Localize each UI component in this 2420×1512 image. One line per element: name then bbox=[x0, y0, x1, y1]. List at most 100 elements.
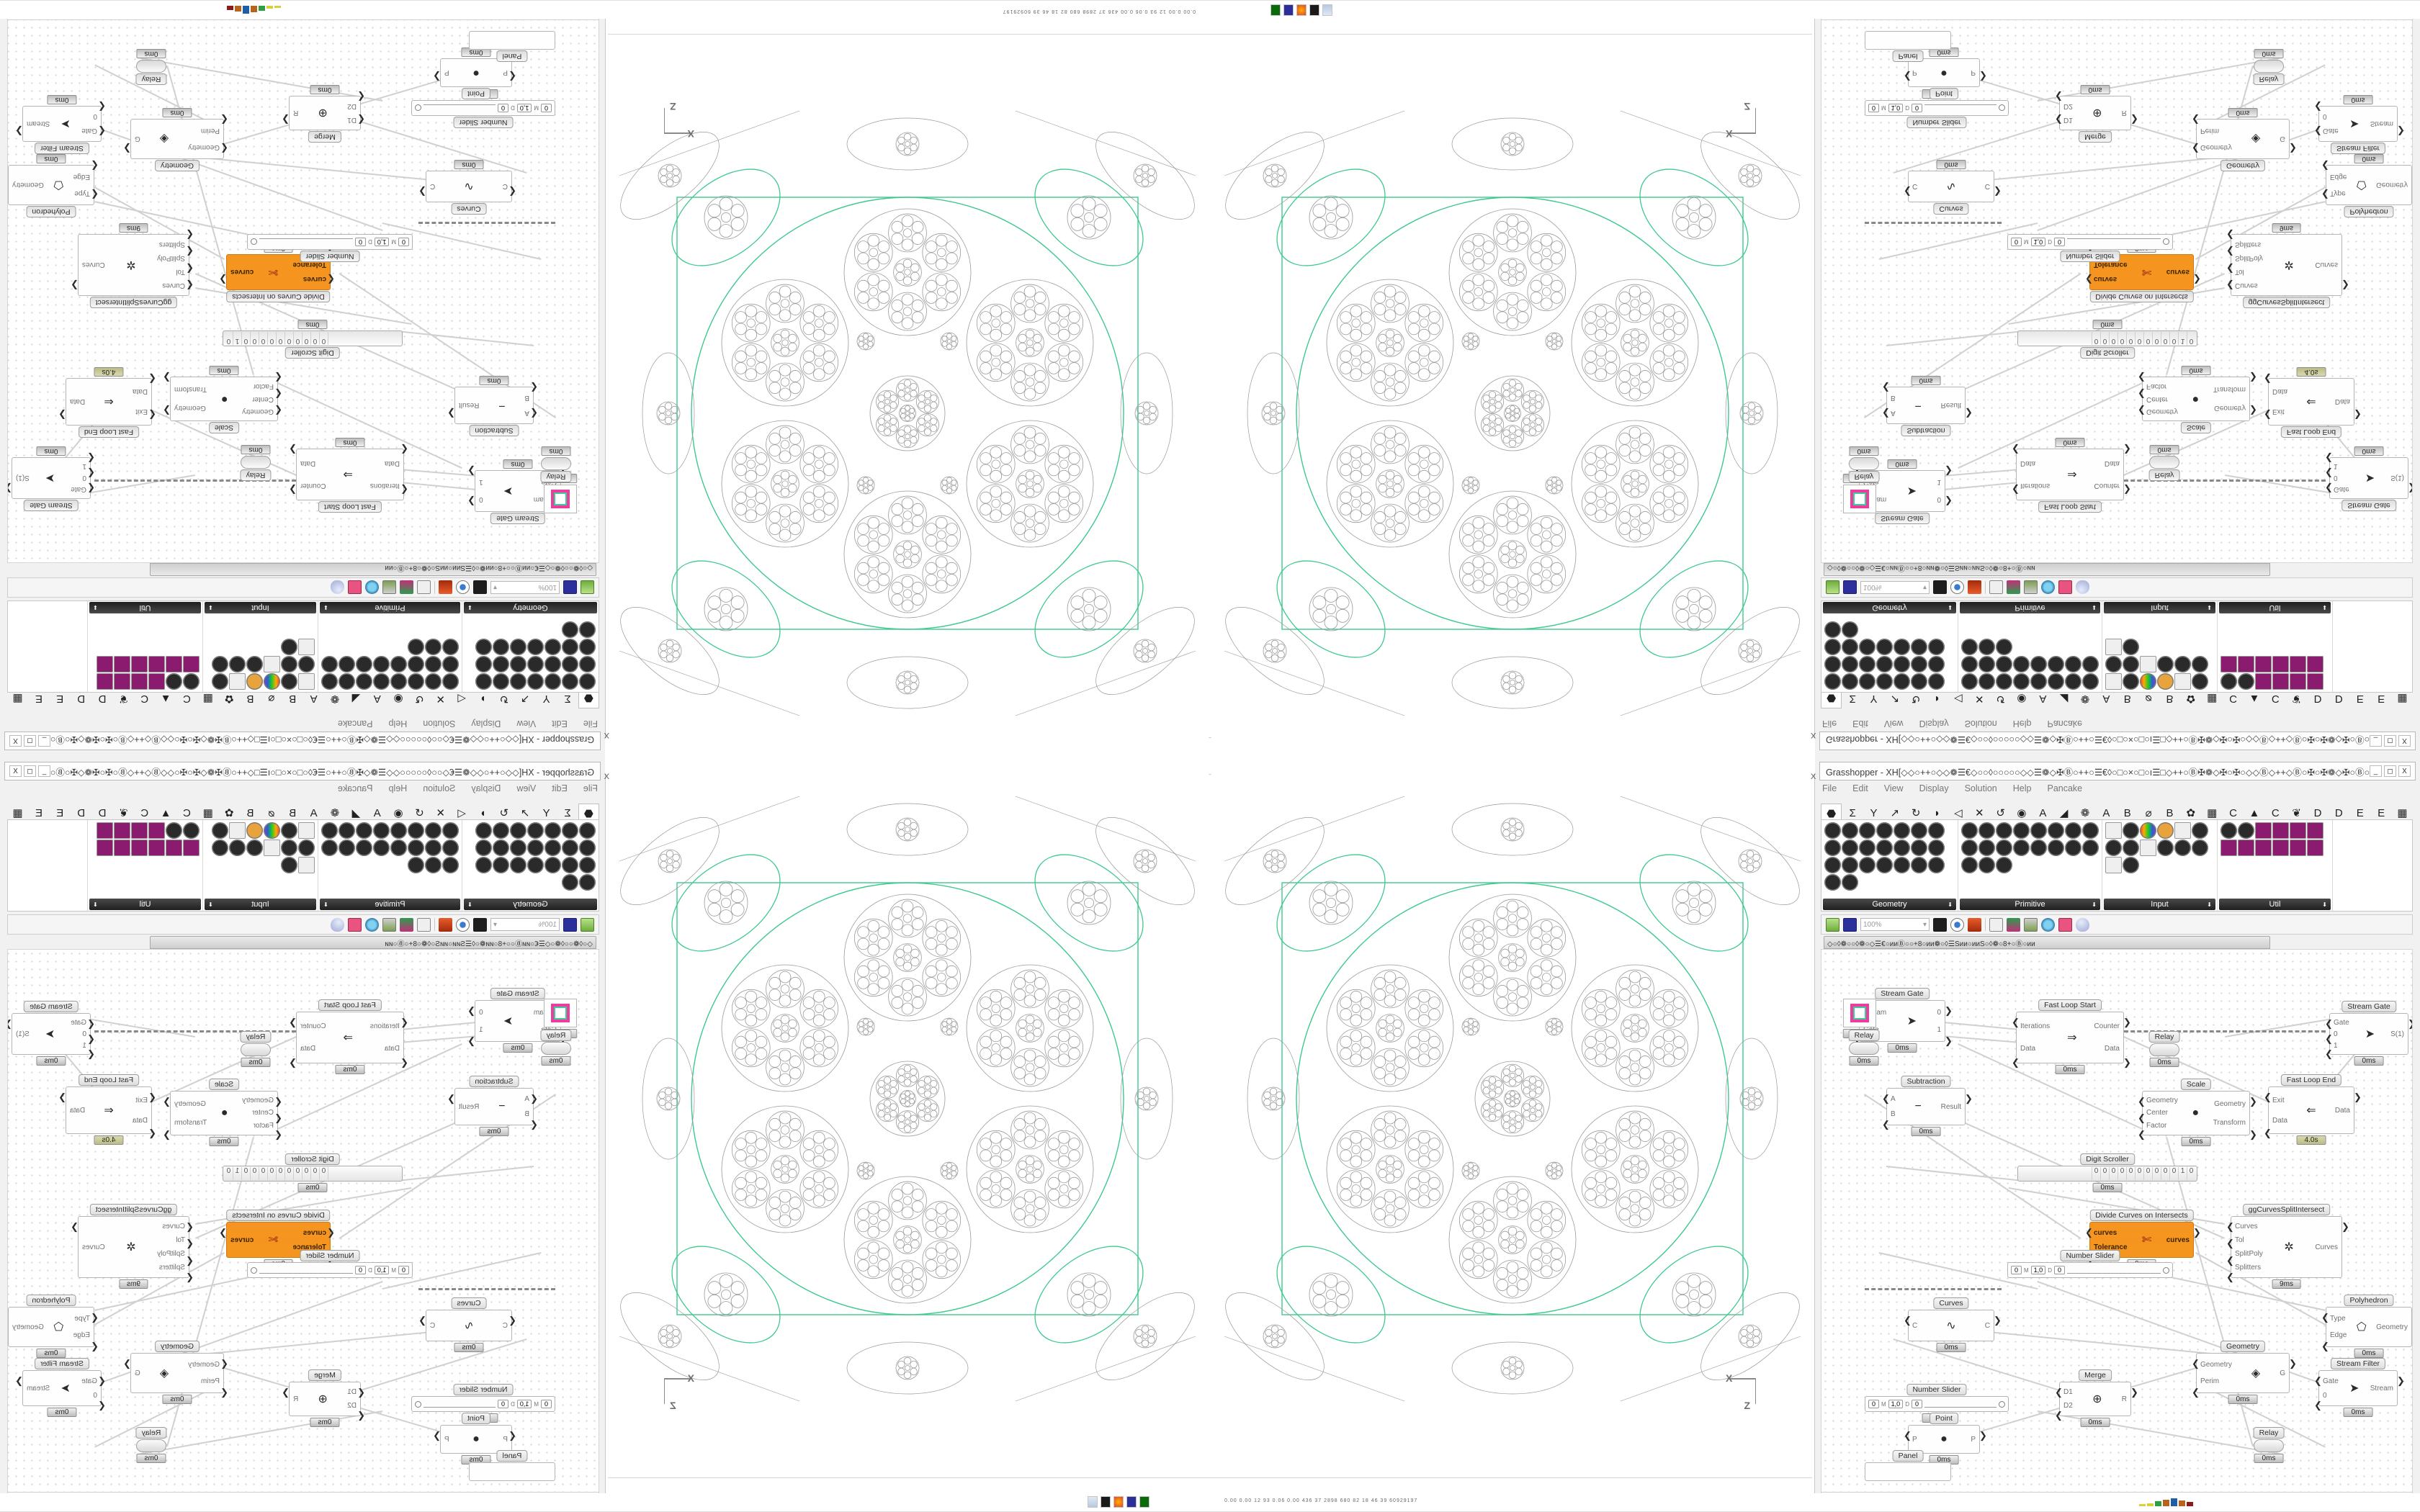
component-icon[interactable] bbox=[544, 822, 561, 839]
minimize-button[interactable]: _ bbox=[38, 765, 50, 777]
zoom-extents-icon[interactable] bbox=[473, 917, 487, 932]
component-icon[interactable] bbox=[2192, 673, 2208, 690]
node-port[interactable]: ❮ bbox=[2226, 230, 2234, 240]
gh-component-digit-scroller[interactable]: Digit Scroller 0 0 0 0 0 0 0 0 0 0 1 0 0ms bbox=[223, 1153, 403, 1192]
input-param[interactable]: Perim bbox=[200, 1377, 220, 1385]
gh-component-relay-2[interactable]: Relay 0ms bbox=[2148, 445, 2180, 481]
component-icon[interactable] bbox=[544, 656, 561, 672]
ribbon-plugin-tab-6[interactable]: B bbox=[2166, 806, 2174, 819]
input-param[interactable]: Factor bbox=[2146, 1121, 2167, 1130]
scroller-digit[interactable]: 0 bbox=[242, 1167, 251, 1180]
node-port[interactable]: ❯ bbox=[433, 71, 441, 82]
window-close-x-icon[interactable]: X bbox=[1811, 731, 1816, 739]
output-param[interactable]: S(1) bbox=[16, 1030, 30, 1038]
output-param[interactable]: G bbox=[2280, 135, 2285, 143]
input-param[interactable]: 0 bbox=[82, 1030, 86, 1038]
input-param[interactable]: curves bbox=[302, 1228, 326, 1237]
node-port[interactable]: ❮ bbox=[98, 1400, 106, 1410]
node-port[interactable]: ❯ bbox=[7, 483, 12, 494]
slider-track[interactable] bbox=[1924, 1400, 1996, 1408]
save-file-icon[interactable] bbox=[1843, 580, 1857, 595]
node-port[interactable]: ❮ bbox=[508, 71, 516, 82]
ribbon-tab-transform-tab[interactable]: ↺ bbox=[1996, 807, 2005, 819]
input-param[interactable]: Geometry bbox=[2146, 407, 2178, 415]
relay-body[interactable] bbox=[136, 60, 166, 73]
node-port[interactable]: ❮ bbox=[87, 468, 95, 479]
output-param[interactable]: 0 bbox=[1937, 1008, 1941, 1017]
node-port[interactable]: ❯ bbox=[2354, 1092, 2362, 1102]
input-param[interactable]: Splitters bbox=[2235, 1264, 2262, 1272]
output-param[interactable]: Data bbox=[70, 1106, 86, 1115]
chevron-down-icon[interactable]: ⬇ bbox=[208, 901, 213, 908]
output-param[interactable]: Geometry bbox=[12, 1323, 44, 1331]
slider-value-m[interactable]: 1,0 bbox=[1888, 1400, 1904, 1408]
input-param[interactable]: C bbox=[502, 182, 508, 191]
slider-track[interactable] bbox=[424, 1400, 496, 1408]
input-param[interactable]: 1 bbox=[82, 1041, 86, 1050]
component-icon[interactable] bbox=[2238, 822, 2254, 839]
gha-icon[interactable] bbox=[2007, 580, 2020, 595]
component-icon[interactable] bbox=[2290, 840, 2306, 856]
save-file-icon[interactable] bbox=[563, 917, 577, 932]
ribbon-plugin-tab-9[interactable]: C bbox=[2229, 806, 2237, 819]
gh-component-relay-2[interactable]: Relay 0ms bbox=[2148, 1031, 2180, 1067]
input-param[interactable]: B bbox=[1891, 1110, 1896, 1118]
node-port[interactable]: ❯ bbox=[2411, 1313, 2412, 1322]
rhino-icon[interactable] bbox=[1309, 4, 1319, 16]
component-icon[interactable] bbox=[442, 673, 459, 690]
component-icon[interactable] bbox=[373, 673, 390, 690]
node-port[interactable]: ❯ bbox=[1994, 1315, 2002, 1326]
node-port[interactable]: ❮ bbox=[400, 1017, 408, 1027]
component-icon[interactable] bbox=[356, 673, 372, 690]
gh-component-fast-loop-end[interactable]: Fast Loop End ❮ ❮ ❯ Exit Data ⇐ Data 4.0s bbox=[2264, 367, 2362, 438]
component-icon[interactable] bbox=[562, 656, 578, 672]
input-param[interactable]: 0 bbox=[93, 112, 97, 121]
component-icon[interactable] bbox=[356, 822, 372, 839]
component-icon[interactable] bbox=[425, 822, 442, 839]
chevron-down-icon[interactable]: ⬇ bbox=[1948, 901, 1953, 908]
open-file-icon[interactable] bbox=[1826, 917, 1839, 932]
component-icon[interactable] bbox=[166, 673, 182, 690]
node-port[interactable]: ❯ bbox=[447, 1093, 455, 1104]
scroller-digit[interactable]: 1 bbox=[2178, 332, 2187, 345]
input-param[interactable]: D2 bbox=[347, 1402, 357, 1410]
input-param[interactable]: Exit bbox=[2272, 1096, 2285, 1104]
component-icon[interactable] bbox=[1996, 840, 2012, 856]
component-icon[interactable] bbox=[148, 673, 165, 690]
chevron-down-icon[interactable]: ▾ bbox=[493, 583, 498, 592]
slider-value-lo[interactable]: 0 bbox=[2011, 1266, 2022, 1274]
node-port[interactable]: ❮ bbox=[2138, 1112, 2146, 1123]
component-icon[interactable] bbox=[1842, 857, 1858, 873]
component-icon[interactable] bbox=[246, 822, 263, 839]
node-port[interactable]: ❮ bbox=[87, 483, 95, 494]
component-icon[interactable] bbox=[2220, 822, 2237, 839]
component-icon[interactable] bbox=[2082, 840, 2099, 856]
input-param[interactable]: 0 bbox=[93, 1391, 97, 1400]
component-icon[interactable] bbox=[2220, 673, 2237, 690]
scroller-digit[interactable]: 0 bbox=[268, 1167, 277, 1180]
slider-value-m[interactable]: 1,0 bbox=[374, 1266, 390, 1274]
input-param[interactable]: Geometry bbox=[2146, 1097, 2178, 1105]
gh-component-stream-filter[interactable]: Stream Filter ❮ ❮ ❯ Gate 0 ➤ Stream 0ms bbox=[2314, 95, 2405, 154]
component-icon[interactable] bbox=[475, 639, 492, 655]
component-icon[interactable] bbox=[2013, 822, 2030, 839]
firefox-icon[interactable] bbox=[1113, 1496, 1124, 1508]
node-port[interactable]: ❯ bbox=[2193, 274, 2201, 285]
close-button[interactable]: X bbox=[2398, 735, 2411, 747]
component-icon[interactable] bbox=[493, 822, 509, 839]
output-param[interactable]: Geometry bbox=[2376, 1323, 2408, 1331]
node-port[interactable]: ❯ bbox=[2397, 1375, 2405, 1386]
component-icon[interactable] bbox=[1996, 656, 2012, 672]
gh-component-relay-3[interactable]: Relay 0ms bbox=[135, 1427, 167, 1463]
node-port[interactable]: ❮ bbox=[2226, 246, 2234, 258]
output-param[interactable]: Data bbox=[70, 397, 86, 406]
component-icon[interactable] bbox=[321, 822, 338, 839]
input-param[interactable]: Iterations bbox=[369, 482, 400, 490]
component-icon[interactable] bbox=[2105, 822, 2122, 839]
node-port[interactable]: ❮ bbox=[2226, 1238, 2234, 1249]
node-port[interactable]: ❯ bbox=[1979, 71, 1987, 82]
output-param[interactable]: Counter bbox=[300, 1022, 326, 1030]
gha-icon[interactable] bbox=[2007, 917, 2020, 932]
